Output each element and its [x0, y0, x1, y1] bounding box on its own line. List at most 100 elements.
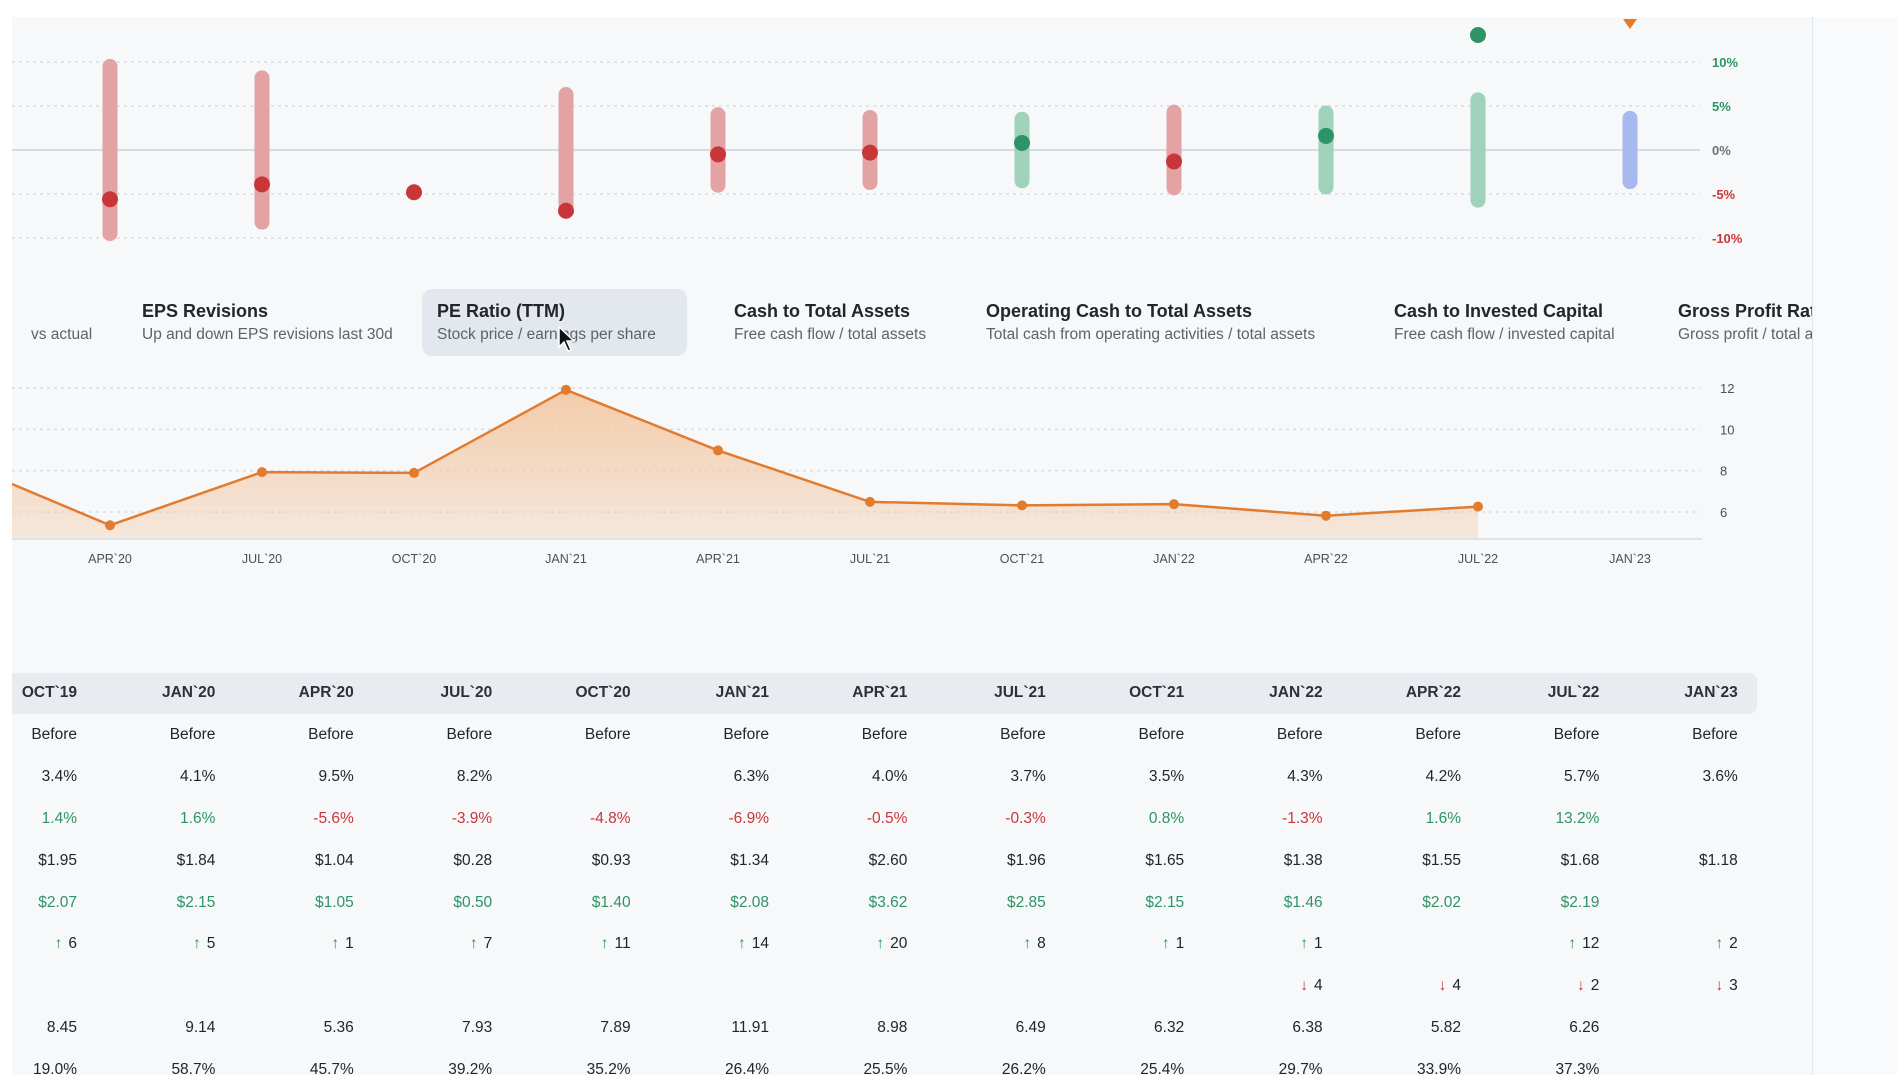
tab-vs-actual[interactable]: vs actual [16, 289, 92, 356]
y-tick-label: 6 [1720, 505, 1727, 520]
surprise-dot[interactable] [406, 184, 422, 201]
tab-cash-to-total-assets[interactable]: Cash to Total Assets Free cash flow / tot… [719, 289, 926, 356]
table-cell: $2.15 [1145, 894, 1185, 911]
pe-point[interactable] [1321, 510, 1331, 521]
surprise-dot[interactable] [1166, 153, 1182, 170]
arrow-up-icon: ↑ [876, 935, 885, 952]
table-cell: $2.60 [868, 852, 908, 869]
table-cell: -0.5% [866, 810, 908, 827]
tab-cash-to-invested-capital[interactable]: Cash to Invested Capital Free cash flow /… [1379, 289, 1615, 356]
column-header[interactable]: OCT`20 [575, 684, 631, 701]
revision-count: 7 [483, 935, 493, 952]
revision-count: 11 [614, 935, 631, 952]
revision-count: 4 [1313, 977, 1323, 994]
column-header[interactable]: JAN`21 [715, 684, 769, 701]
y-tick-label: 0% [1712, 143, 1731, 158]
table-cell: ↑ 1 [234, 935, 354, 953]
pe-point[interactable] [561, 384, 571, 395]
table-cell: 4.0% [872, 768, 908, 785]
table-cell: 1.4% [41, 810, 77, 827]
pe-point[interactable] [105, 520, 115, 531]
table-cell: $2.85 [1007, 894, 1046, 911]
earnings-panel: 10% 5% 0% -5% -10% vs actual EPS Revisions Up … [12, 17, 1812, 1075]
table-cell: 8.2% [456, 768, 493, 785]
pe-point[interactable] [1473, 501, 1483, 512]
column-header[interactable]: JAN`20 [161, 684, 216, 701]
column-header[interactable]: JUL`21 [994, 684, 1046, 701]
table-cell: ↑ 1 [1064, 935, 1184, 953]
scrollbar-track[interactable] [1812, 17, 1897, 1075]
column-header[interactable]: JAN`22 [1269, 684, 1323, 701]
table-cell: 6.38 [1292, 1019, 1323, 1036]
tab-title: Cash to Invested Capital [1394, 301, 1604, 321]
column-header[interactable]: OCT`21 [1129, 684, 1185, 701]
pe-point[interactable] [409, 467, 419, 478]
column-header[interactable]: OCT`19 [21, 684, 77, 701]
column-header[interactable]: APR`22 [1405, 684, 1461, 701]
column-header[interactable]: APR`20 [298, 684, 354, 701]
revision-count: 1 [345, 935, 354, 952]
tab-gross-profit-ratio[interactable]: Gross Profit Ratio Gross profit / total a… [1663, 289, 1812, 356]
table-cell: Before [31, 726, 77, 743]
pe-ratio-chart: 12 10 8 6 APR`20 JUL`20 OCT`20 JAN`21 APR`21 JUL`… [12, 381, 1734, 566]
table-cell: ↑ 1 [1203, 935, 1322, 953]
x-tick-label: JUL`22 [1458, 552, 1498, 566]
pe-point[interactable] [865, 496, 875, 507]
table-cell: $2.02 [1422, 894, 1461, 911]
surprise-dot[interactable] [1470, 27, 1486, 43]
table-cell: ↑ 14 [649, 935, 769, 953]
arrow-up-icon: ↑ [331, 935, 340, 952]
pe-point[interactable] [1169, 499, 1179, 510]
table-cell: ↑ 5 [95, 935, 215, 953]
table-cell: ↑ 20 [787, 935, 907, 953]
table-cell: -0.3% [1005, 810, 1046, 827]
tab-operating-cash-to-total-assets[interactable]: Operating Cash to Total Assets Total cash… [971, 289, 1315, 356]
y-tick-label: 5% [1712, 99, 1731, 114]
pe-point[interactable] [257, 467, 267, 478]
x-tick-label: APR`20 [88, 552, 132, 566]
surprise-dot[interactable] [1014, 134, 1030, 151]
table-cell: ↑ 6 [0, 935, 77, 953]
column-header[interactable]: JUL`22 [1547, 684, 1600, 701]
arrow-up-icon: ↑ [469, 935, 478, 952]
x-tick-label: JAN`21 [545, 552, 587, 566]
pe-point[interactable] [1017, 500, 1027, 511]
table-header-band [12, 673, 1757, 714]
column-header[interactable]: JAN`23 [1684, 684, 1738, 701]
column-header[interactable]: JUL`20 [440, 684, 493, 701]
table-cell: Before [1138, 726, 1185, 743]
revision-count: 6 [68, 935, 77, 952]
column-header[interactable]: APR`21 [852, 684, 908, 701]
pe-area-fill [12, 389, 1478, 539]
table-cell: $3.62 [868, 894, 908, 911]
surprise-dot[interactable] [102, 191, 118, 208]
surprise-dot[interactable] [710, 146, 726, 163]
table-cell: Before [861, 726, 908, 743]
tab-subtitle: vs actual [31, 326, 93, 343]
table-cell: 13.2% [1555, 810, 1600, 827]
table-cell: 7.93 [462, 1019, 493, 1036]
arrow-up-icon: ↑ [1715, 935, 1724, 952]
earnings-surprise-chart: 10% 5% 0% -5% -10% [12, 19, 1743, 246]
surprise-dot[interactable] [558, 202, 574, 219]
table-cell: -6.9% [728, 810, 770, 827]
table-cell: -3.9% [451, 810, 493, 827]
table-cell: $0.93 [591, 852, 631, 869]
table-cell: 29.7% [1278, 1061, 1323, 1078]
table-cell: $1.95 [38, 852, 77, 869]
table-cell: 26.4% [725, 1061, 769, 1078]
table-cell: Before [723, 726, 769, 743]
table-cell: 37.3% [1555, 1061, 1600, 1078]
tab-eps-revisions[interactable]: EPS Revisions Up and down EPS revisions l… [127, 289, 393, 356]
y-tick-label: 10% [1712, 55, 1738, 70]
x-tick-label: JUL`20 [242, 552, 282, 566]
surprise-dot[interactable] [862, 144, 878, 161]
table-cell: 8.45 [46, 1019, 77, 1036]
surprise-dot[interactable] [254, 176, 270, 193]
tab-pe-ratio-ttm[interactable]: PE Ratio (TTM) Stock price / earnings per… [422, 289, 687, 356]
arrow-down-icon: ↓ [1577, 977, 1585, 994]
revision-count: 1 [1175, 935, 1185, 952]
y-tick-label: -5% [1712, 187, 1736, 202]
pe-point[interactable] [713, 445, 723, 456]
surprise-dot[interactable] [1318, 127, 1334, 144]
